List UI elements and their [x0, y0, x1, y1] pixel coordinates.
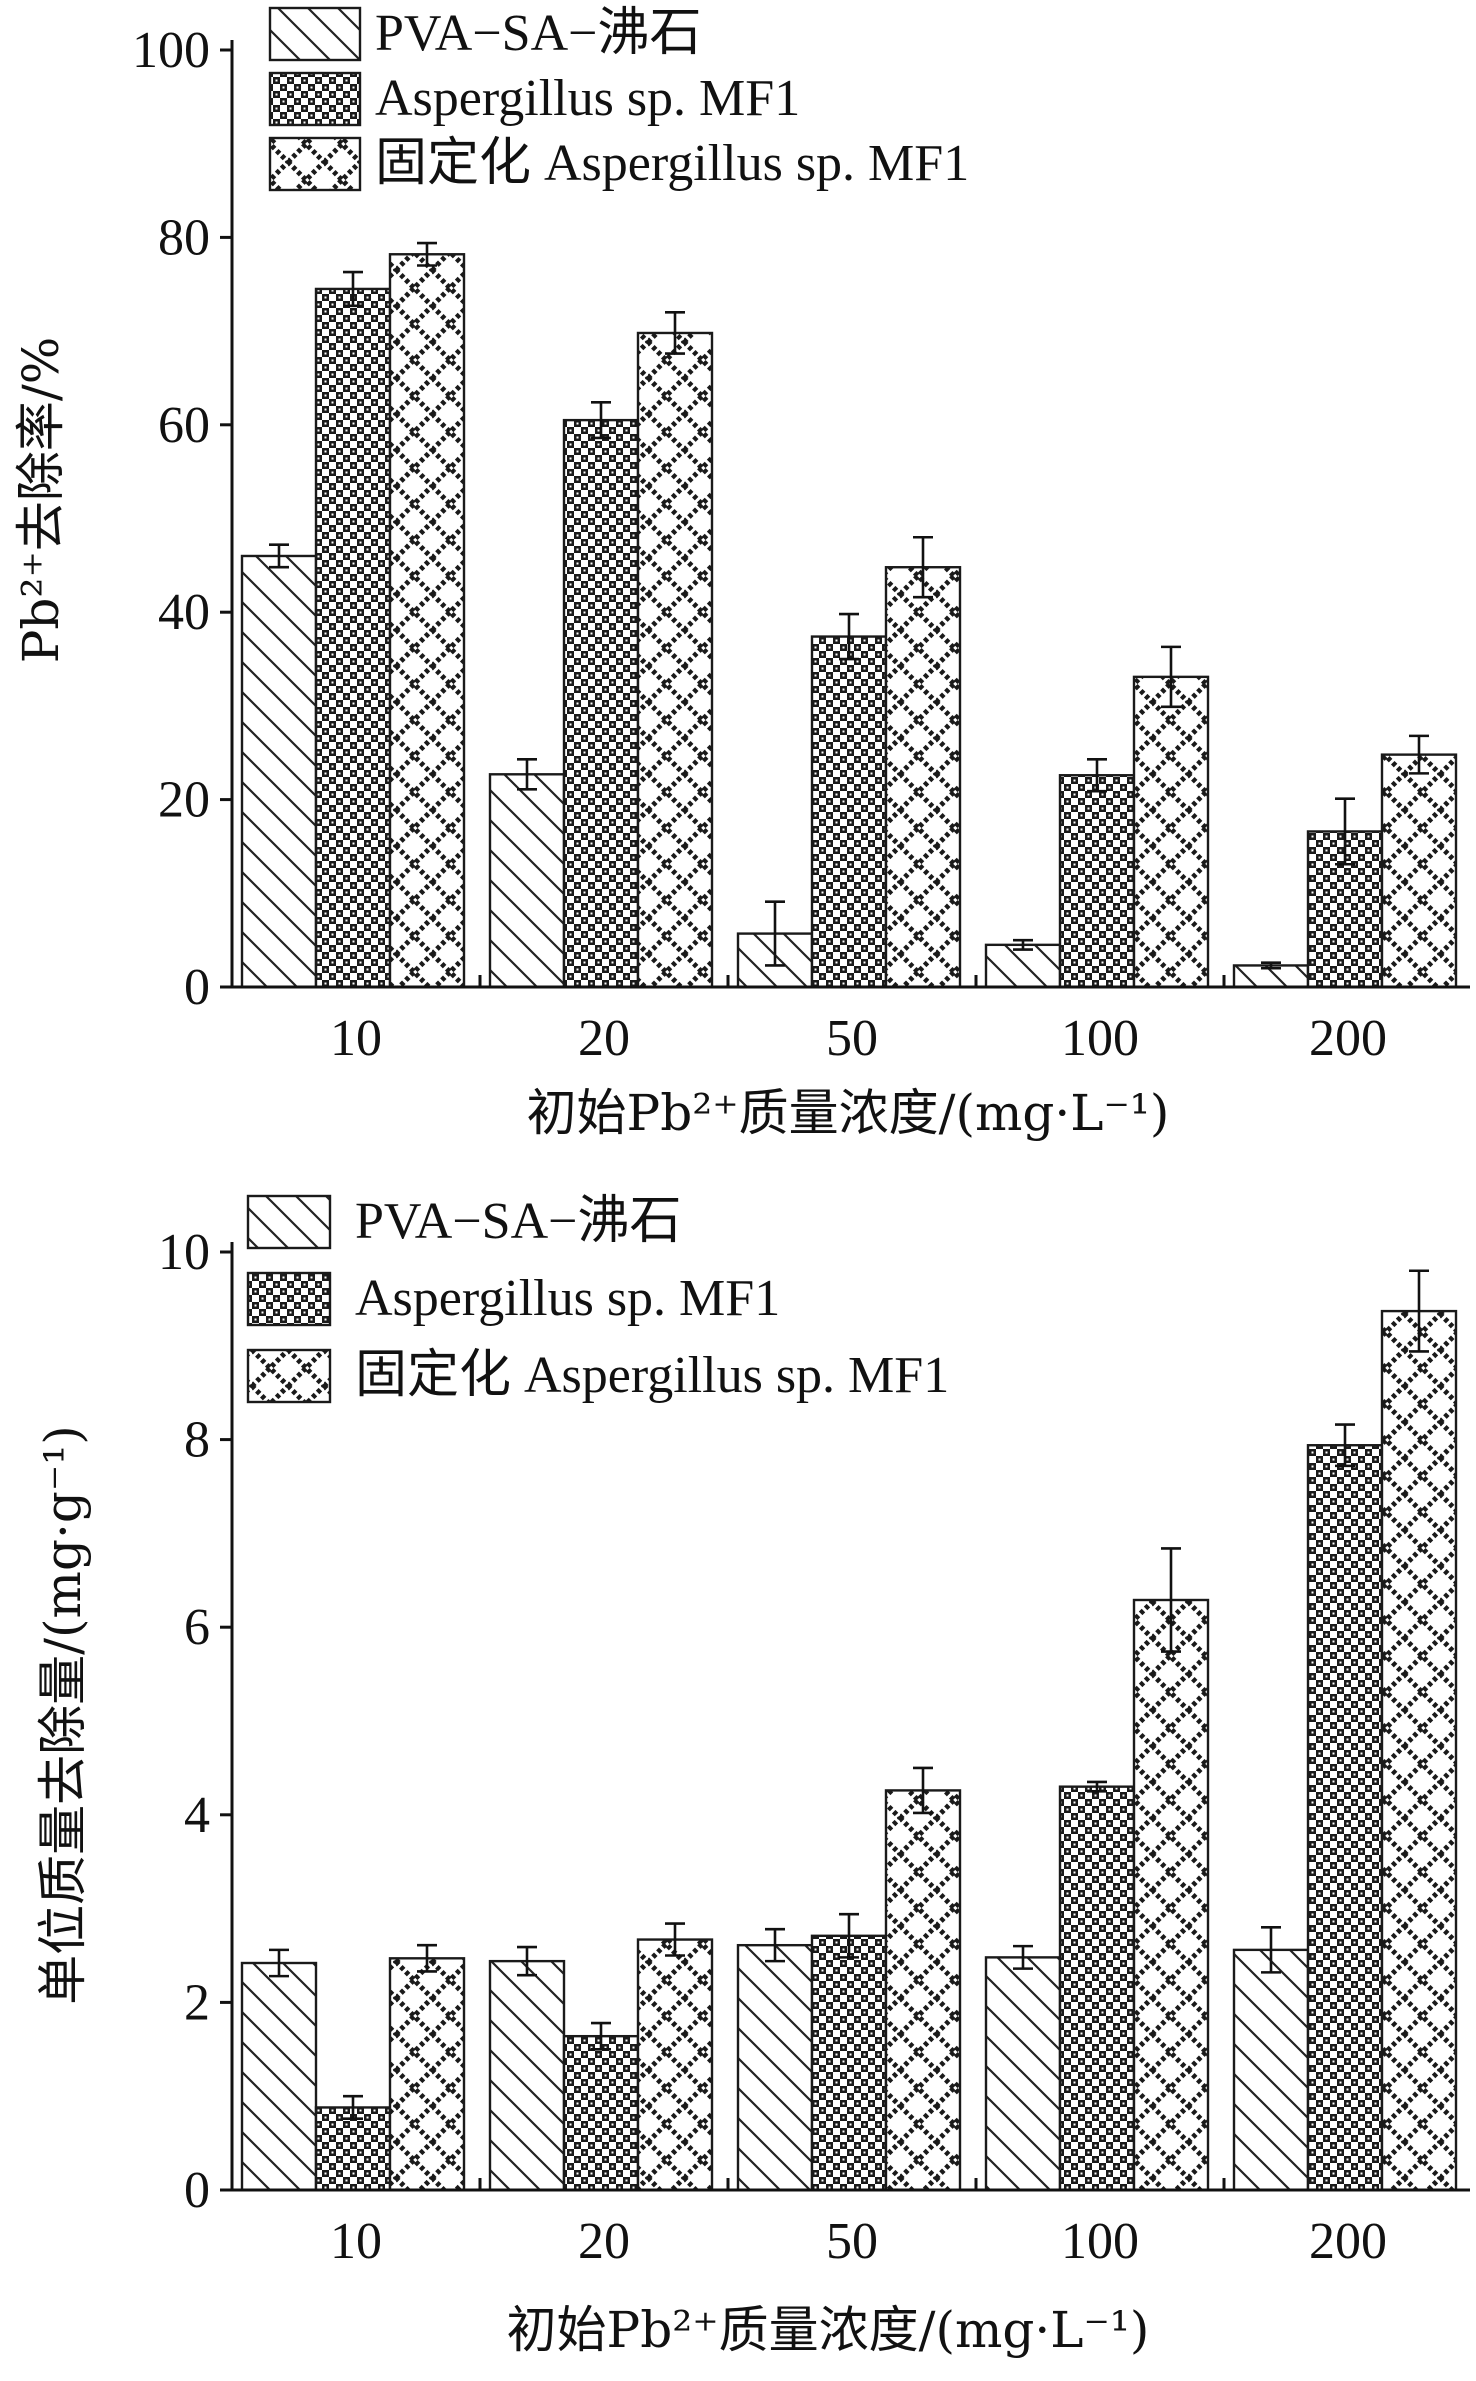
bar: [1058, 1785, 1136, 2192]
x-tick-label: 200: [1309, 2213, 1387, 2270]
legend-label: PVA−SA−沸石: [375, 5, 701, 62]
x-tick-label: 10: [330, 2213, 382, 2270]
y-tick-label: 10: [158, 1224, 210, 1281]
y-tick-label: 6: [184, 1599, 210, 1656]
bar: [984, 1956, 1062, 2192]
bar: [636, 331, 714, 989]
y-tick-label: 40: [158, 584, 210, 641]
legend-label: PVA−SA−沸石: [355, 1193, 681, 1250]
y-tick-label: 8: [184, 1412, 210, 1469]
legend: PVA−SA−沸石 Aspergillus sp. MF1 固定化 Aspergil…: [246, 1193, 949, 1404]
bar: [1132, 1598, 1210, 2192]
legend-swatch: [246, 1194, 332, 1250]
y-tick-label: 100: [132, 22, 210, 79]
y-axis-title: Pb²⁺去除率/%: [12, 337, 70, 663]
x-tick-label: 20: [578, 2213, 630, 2270]
bar: [240, 554, 318, 989]
x-tick-label: 200: [1309, 1010, 1387, 1067]
x-tick-label: 50: [826, 2213, 878, 2270]
legend-label: Aspergillus sp. MF1: [355, 1270, 780, 1327]
bar: [488, 1959, 566, 2192]
x-tick-label: 50: [826, 1010, 878, 1067]
plot-area: 0 2 4 6 8 10 10 20 50 100 200 PVA−SA−沸石 Aspergillus …: [158, 1193, 1470, 2270]
bar: [736, 1943, 814, 2192]
x-axis-title: 初始Pb²⁺质量浓度/(mg·L⁻¹): [527, 1084, 1170, 1142]
bar: [884, 1789, 962, 2192]
x-tick-label: 100: [1061, 2213, 1139, 2270]
x-tick-label: 20: [578, 1010, 630, 1067]
chart-panel-removal-rate: 0 20 40 60 80 100 10 20 50 100 200 PVA−SA−沸石 Aspergi…: [12, 5, 1470, 1142]
legend-swatch: [246, 1348, 332, 1404]
bar: [314, 287, 392, 989]
bar: [240, 1961, 318, 2192]
bar: [1232, 1948, 1310, 2192]
x-tick-label: 10: [330, 1010, 382, 1067]
bar: [810, 1934, 888, 2192]
legend-label: 固定化 Aspergillus sp. MF1: [355, 1347, 949, 1404]
bar: [1058, 774, 1136, 989]
legend-swatch: [268, 6, 362, 62]
bar: [884, 566, 962, 989]
bar: [984, 943, 1062, 989]
bar: [388, 253, 466, 989]
legend-swatch: [268, 71, 362, 127]
bar: [1380, 753, 1458, 989]
legend-swatch: [246, 1271, 332, 1327]
y-tick-label: 0: [184, 2162, 210, 2219]
bar: [314, 2106, 392, 2192]
x-axis-title: 初始Pb²⁺质量浓度/(mg·L⁻¹): [507, 2301, 1150, 2359]
bar: [562, 418, 640, 989]
legend-label: Aspergillus sp. MF1: [375, 70, 800, 127]
y-axis-title: 单位质量去除量/(mg·g⁻¹): [34, 1425, 92, 2005]
chart-panel-unit-removal: 0 2 4 6 8 10 10 20 50 100 200 PVA−SA−沸石 Aspergillus …: [34, 1193, 1470, 2359]
y-tick-label: 0: [184, 959, 210, 1016]
y-tick-label: 60: [158, 397, 210, 454]
bar: [636, 1938, 714, 2192]
legend: PVA−SA−沸石 Aspergillus sp. MF1 固定化 Aspergil…: [268, 5, 969, 192]
legend-swatch: [268, 136, 362, 192]
y-tick-label: 2: [184, 1974, 210, 2031]
x-tick-label: 100: [1061, 1010, 1139, 1067]
bar: [1306, 1444, 1384, 2192]
bar: [488, 773, 566, 989]
bar: [1132, 675, 1210, 989]
y-tick-label: 80: [158, 209, 210, 266]
plot-area: 0 20 40 60 80 100 10 20 50 100 200 PVA−SA−沸石 Aspergi…: [132, 5, 1470, 1067]
legend-label: 固定化 Aspergillus sp. MF1: [375, 135, 969, 192]
y-tick-label: 4: [184, 1787, 210, 1844]
bar: [562, 2034, 640, 2192]
bar: [388, 1957, 466, 2192]
bar: [1380, 1309, 1458, 2192]
bar: [810, 635, 888, 989]
y-tick-label: 20: [158, 772, 210, 829]
